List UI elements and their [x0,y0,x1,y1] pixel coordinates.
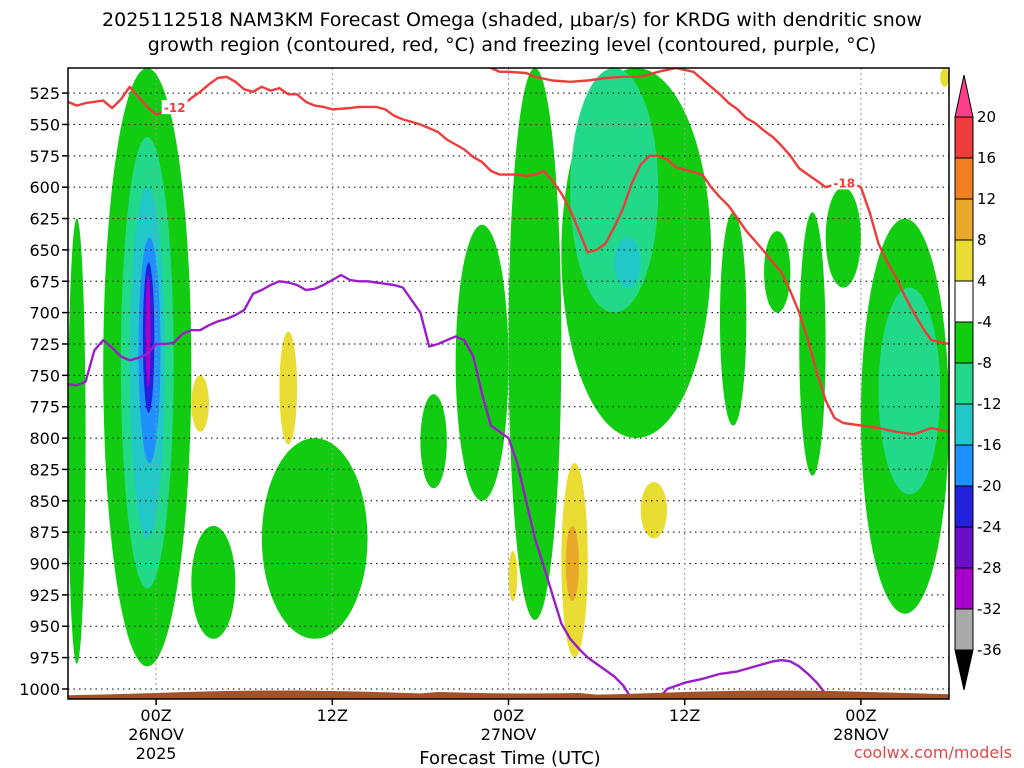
colorbar-label-8: -16 [977,436,1002,454]
terrain-strip [68,690,949,699]
colorbar-label-9: -20 [977,477,1002,495]
omega-region-10 [455,224,509,501]
contour-0 [68,75,949,436]
y-tick-950: 950 [29,617,60,636]
y-tick-875: 875 [29,523,60,542]
omega-region-27 [940,68,949,87]
omega-region-9 [420,394,447,489]
y-tick-525: 525 [29,84,60,103]
contour-label-bg-0 [161,100,188,115]
x-tick-0-line1: 00Z [140,706,171,725]
x-axis-label: Forecast Time (UTC) [419,748,600,768]
y-tick-825: 825 [29,460,60,479]
y-tick-750: 750 [29,366,60,385]
omega-region-15 [719,212,747,426]
y-tick-975: 975 [29,649,60,668]
x-tick-80-line1: 00Z [845,706,876,725]
contour-lines: -12 -18 [68,68,949,699]
omega-region-21 [191,375,209,432]
y-tick-800: 800 [29,429,60,448]
contour-2 [68,273,633,699]
y-tick-725: 725 [29,335,60,354]
y-tick-575: 575 [29,147,60,166]
colorbar-label-12: -32 [977,600,1002,618]
omega-region-18 [825,187,861,288]
contour-1 [489,68,949,346]
colorbar-seg-12 [954,608,974,651]
y-tick-1000: 1000 [19,680,60,699]
colorbar-label-3: 8 [977,231,987,249]
colorbar-seg-8 [954,444,974,487]
colorbar-seg-2 [954,198,974,241]
x-tick-60-line1: 12Z [669,706,700,725]
contour-label-0: -12 [164,101,186,115]
colorbar-seg-1 [954,157,974,200]
contour-label-1: -18 [833,176,855,190]
colorbar-seg-0 [954,116,974,159]
colorbar-seg-3 [954,239,974,282]
omega-region-23 [508,550,518,602]
omega-region-16 [763,231,791,313]
x-tick-20-line1: 12Z [317,706,348,725]
colorbar-seg-7 [954,403,974,446]
chart-title-line2: growth region (contoured, red, °C) and f… [148,34,877,56]
omega-region-0 [68,218,86,664]
x-tick-0-line2: 26NOV [128,725,184,744]
y-tick-775: 775 [29,398,60,417]
y-tick-700: 700 [29,304,60,323]
omega-region-6 [145,274,151,388]
omega-region-22 [279,331,298,445]
y-tick-650: 650 [29,241,60,260]
colorbar-label-0: 20 [977,108,996,126]
x-tick-80-line2: 28NOV [833,725,889,744]
terrain [68,690,949,699]
colorbar-seg-6 [954,362,974,405]
chart-title-line1: 2025112518 NAM3KM Forecast Omega (shaded… [102,9,922,31]
omega-region-26 [640,481,668,539]
x-tick-40-line1: 00Z [493,706,524,725]
omega-region-20 [878,287,941,495]
colorbar-seg-5 [954,321,974,364]
y-tick-550: 550 [29,115,60,134]
y-tick-600: 600 [29,178,60,197]
contour-label-bg-1 [831,175,858,190]
y-tick-900: 900 [29,555,60,574]
contour-3 [657,658,827,699]
omega-region-14 [614,237,641,288]
colorbar-label-5: -4 [977,313,992,331]
credit-text: coolwx.com/models [854,743,1012,762]
colorbar-label-11: -28 [977,559,1002,577]
y-tick-925: 925 [29,586,60,605]
y-tick-850: 850 [29,492,60,511]
y-axis-ticks: 525 550 575 600 625 650 675 700 725 750 775 800 825 8… [19,84,68,699]
colorbar-label-6: -8 [977,354,992,372]
y-tick-675: 675 [29,272,60,291]
colorbar-seg-9 [954,485,974,528]
colorbar-label-1: 16 [977,149,996,167]
colorbar-seg-10 [954,526,974,569]
colorbar-label-10: -24 [977,518,1002,536]
colorbar-label-13: -36 [977,641,1002,659]
omega-region-25 [565,525,579,602]
x-tick-40-line2: 27NOV [481,725,537,744]
omega-region-17 [799,212,826,476]
omega-region-13 [570,68,659,313]
colorbar-top-triangle [954,74,974,118]
colorbar: 20 16 12 8 4 -4 -8 -12 -16 -20 -24 -28 -32 -36 [954,74,1002,691]
colorbar-seg-4 [954,280,974,323]
y-tick-625: 625 [29,210,60,229]
omega-region-8 [261,438,368,639]
colorbar-label-4: 4 [977,272,987,290]
colorbar-label-7: -12 [977,395,1002,413]
x-tick-0-line3: 2025 [136,744,177,763]
colorbar-bottom-triangle [954,649,974,691]
colorbar-seg-11 [954,567,974,610]
omega-region-7 [191,525,236,639]
colorbar-label-2: 12 [977,190,996,208]
